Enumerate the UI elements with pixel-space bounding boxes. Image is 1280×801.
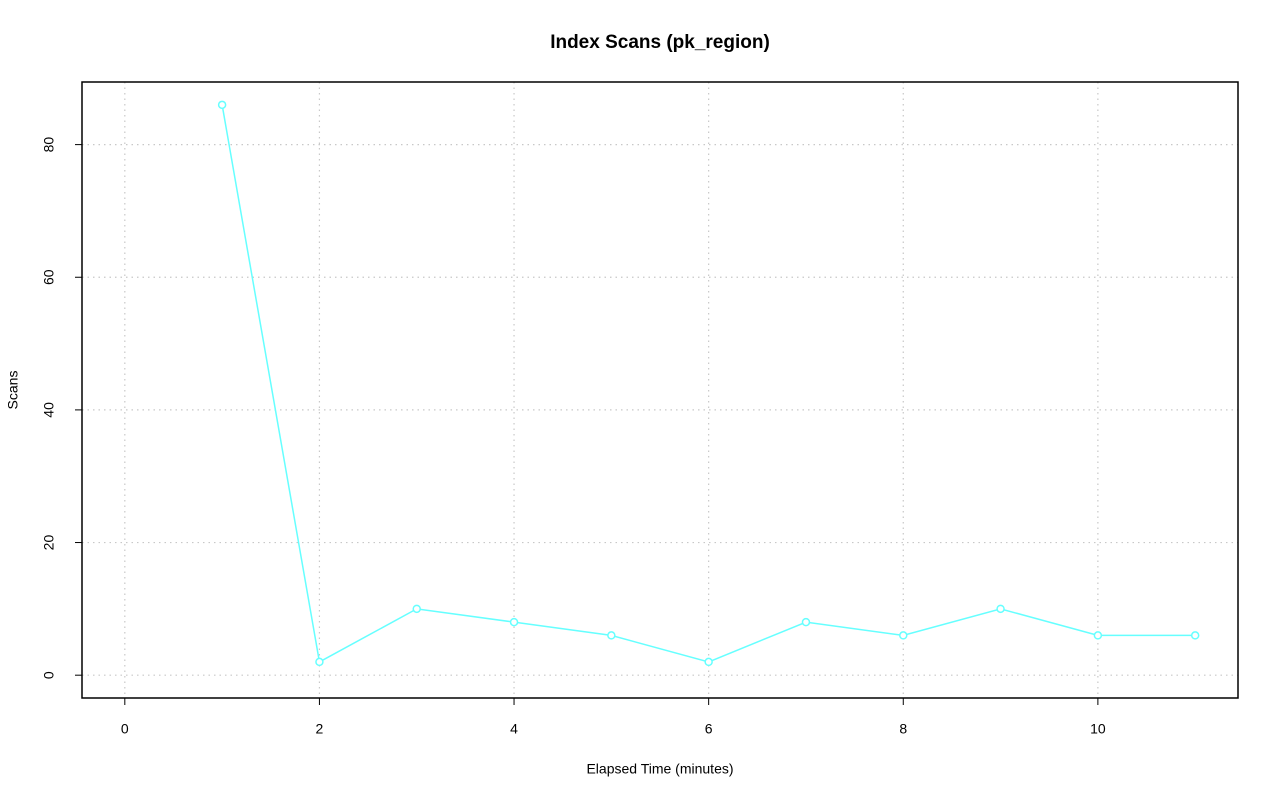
data-point — [1093, 631, 1103, 640]
x-tick-label: 6 — [705, 721, 713, 737]
x-tick-label: 10 — [1090, 721, 1106, 737]
y-tick-label: 80 — [41, 137, 57, 153]
x-tick-label: 4 — [510, 721, 518, 737]
y-tick-label: 60 — [41, 269, 57, 285]
x-tick-label: 8 — [899, 721, 907, 737]
plot-frame — [81, 81, 1239, 699]
data-point — [412, 604, 421, 614]
data-point — [704, 657, 713, 667]
data-point — [315, 657, 324, 667]
data-point — [509, 617, 519, 627]
data-point — [1190, 631, 1200, 640]
chart-title: Index Scans (pk_region) — [550, 32, 770, 53]
y-tick-label: 0 — [41, 671, 57, 679]
y-tick-label: 20 — [41, 535, 57, 551]
x-tick-label: 2 — [316, 721, 324, 737]
x-tick-label: 0 — [121, 721, 129, 737]
x-axis-label: Elapsed Time (minutes) — [586, 761, 733, 777]
data-point — [607, 631, 616, 640]
data-point — [801, 617, 811, 627]
data-point — [899, 631, 908, 640]
data-point — [217, 100, 227, 110]
y-axis-label: Scans — [5, 371, 21, 410]
y-tick-label: 40 — [41, 402, 57, 418]
data-point — [996, 604, 1005, 614]
